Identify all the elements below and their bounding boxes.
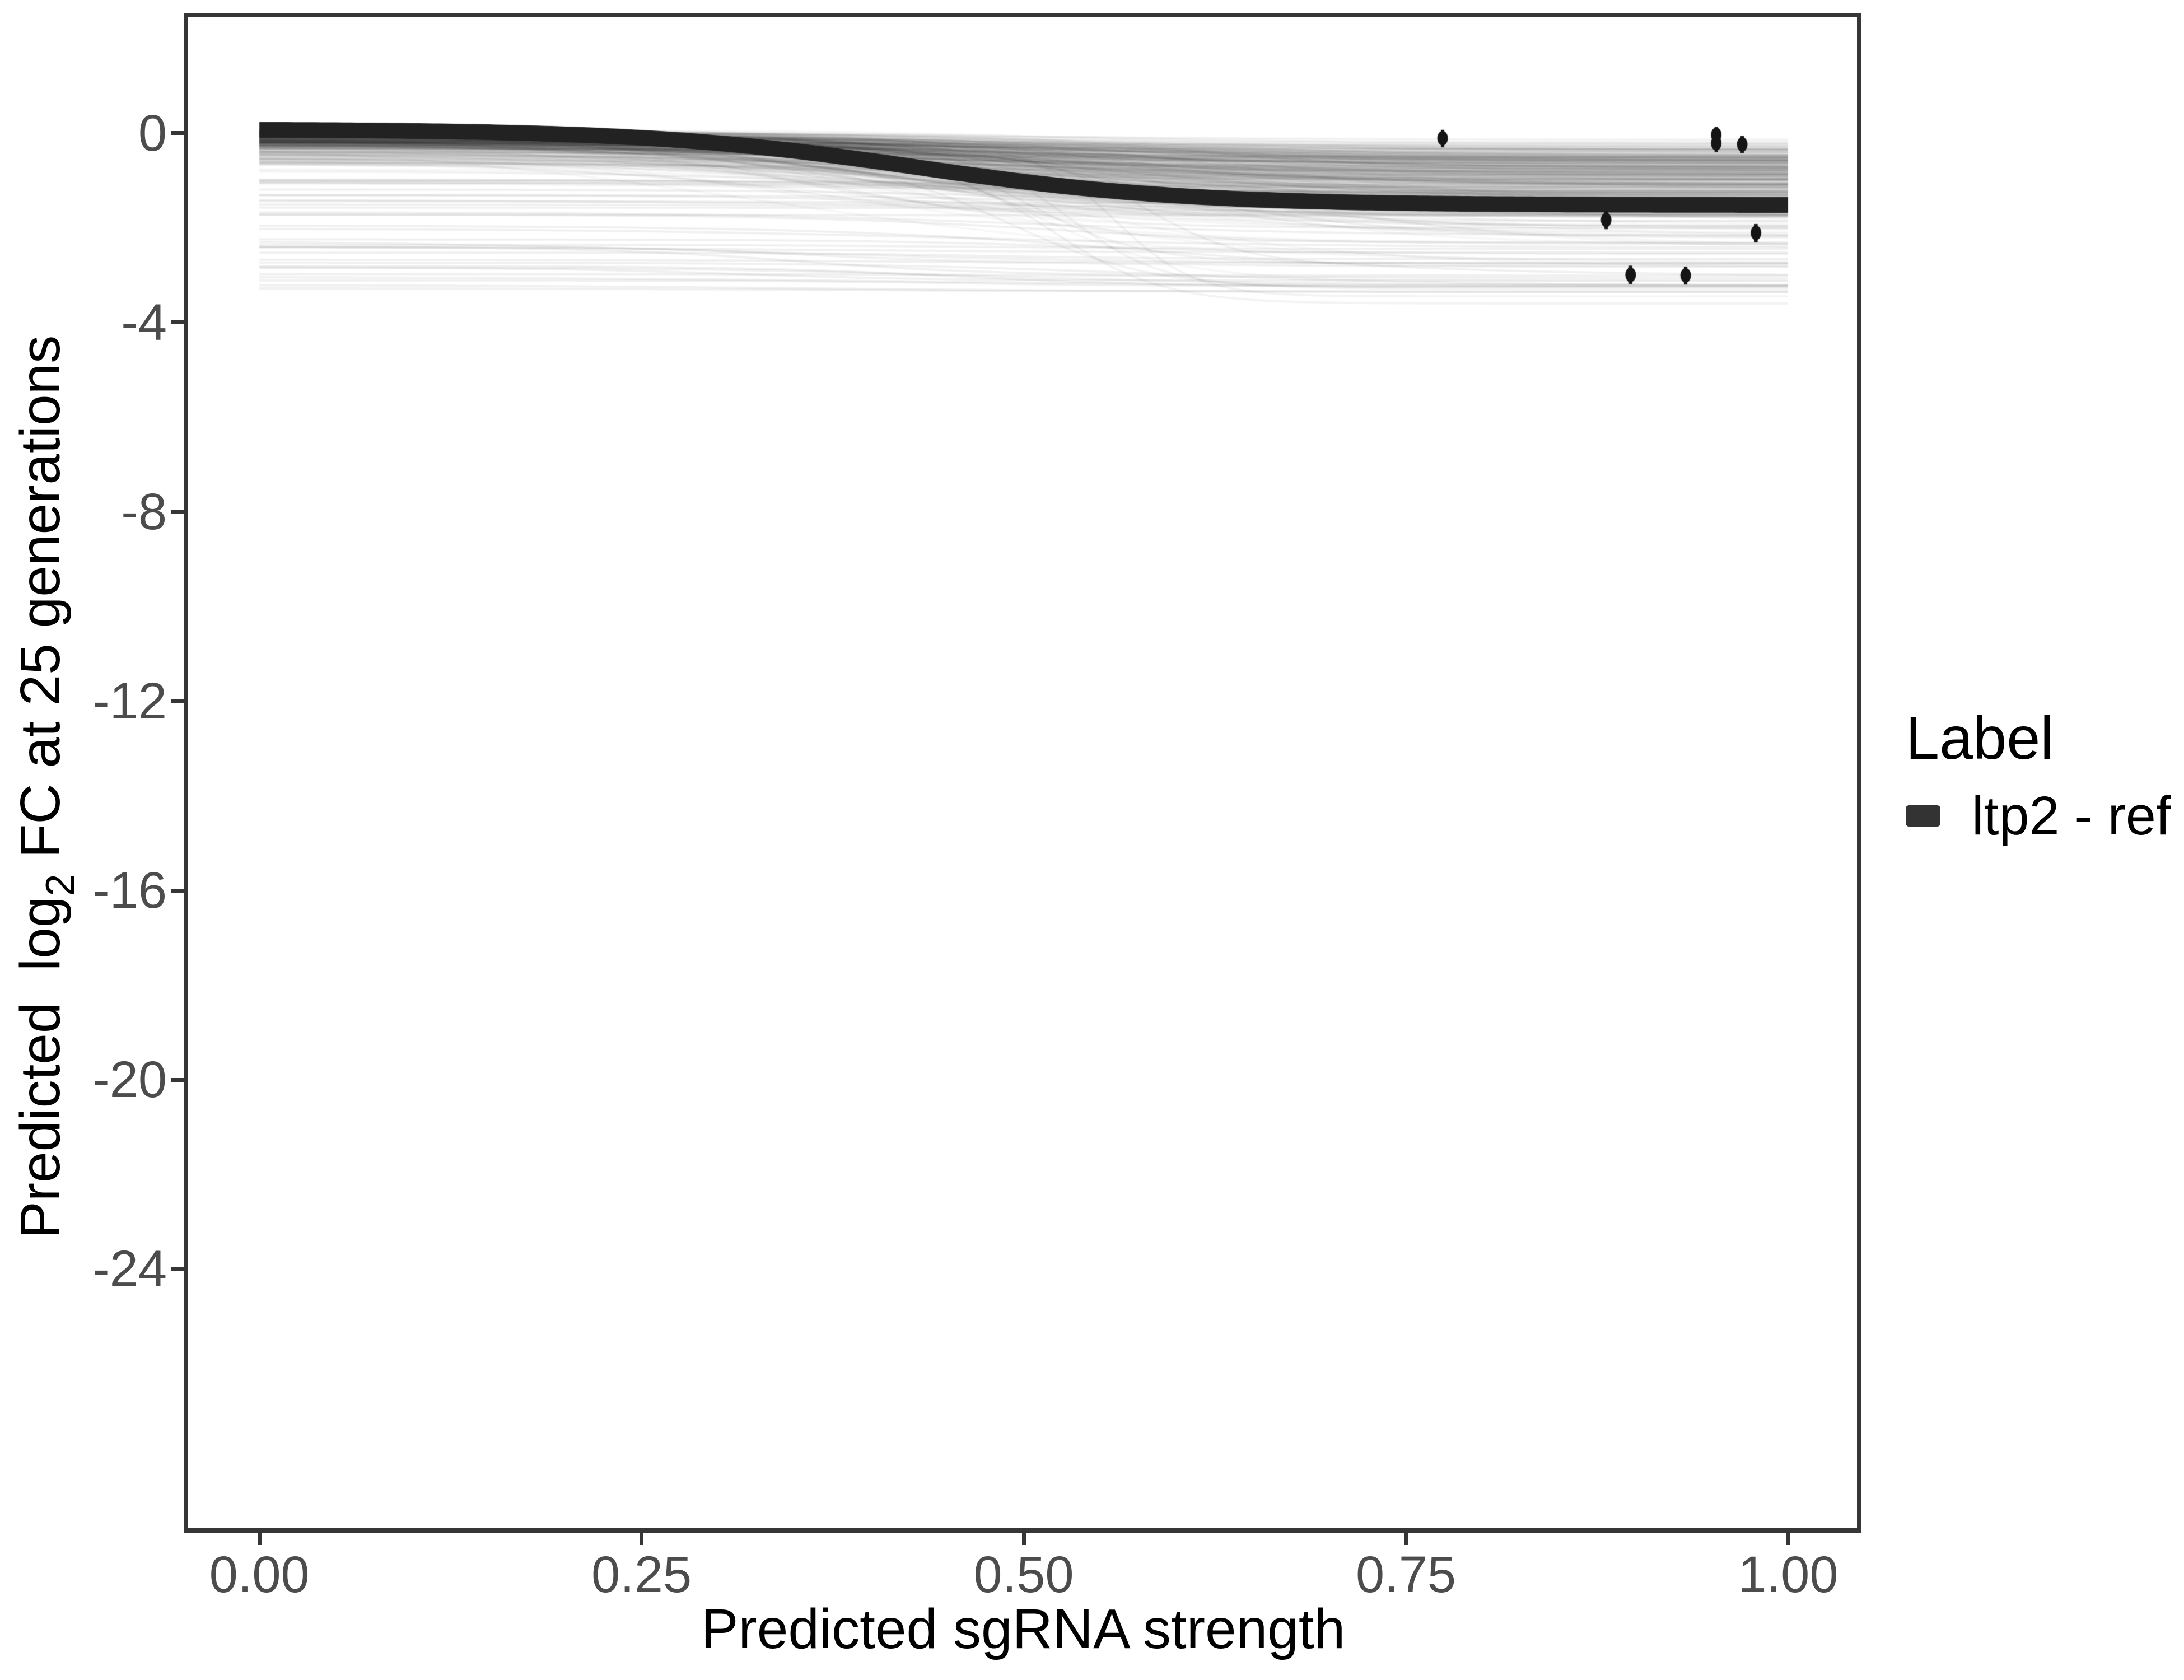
legend-item: ltp2 - ref (1906, 782, 2171, 850)
y-tick-mark (171, 1267, 184, 1271)
legend-item-label: ltp2 - ref (1972, 785, 2171, 846)
legend: Label ltp2 - ref (1906, 702, 2171, 850)
y-axis-title-subscript: 2 (38, 874, 83, 897)
y-tick-mark (171, 888, 184, 893)
x-axis-title: Predicted sgRNA strength (701, 1598, 1346, 1660)
y-tick-mark (171, 699, 184, 703)
y-tick-label: -8 (121, 483, 167, 540)
legend-title: Label (1906, 704, 2054, 772)
x-tick-label: 0.50 (973, 1546, 1074, 1603)
x-tick-label: 0.00 (209, 1546, 310, 1603)
y-tick-label: 0 (138, 104, 167, 162)
plot-panel-border (184, 13, 1861, 1533)
x-tick-mark (1021, 1533, 1026, 1545)
x-tick-label: 0.75 (1355, 1546, 1457, 1603)
y-tick-label: -4 (121, 293, 167, 351)
y-axis-title-suffix: FC at 25 generations (9, 335, 72, 874)
y-tick-mark (171, 320, 184, 325)
x-tick-mark (640, 1533, 644, 1545)
y-axis-title: Predicted log2 FC at 25 generations (4, 335, 83, 1239)
y-axis-title-prefix: Predicted log (9, 896, 72, 1239)
x-tick-mark (1404, 1533, 1408, 1545)
y-tick-label: -16 (92, 862, 167, 920)
y-tick-mark (171, 1077, 184, 1082)
y-tick-mark (171, 510, 184, 514)
y-tick-label: -12 (92, 672, 167, 730)
x-tick-mark (257, 1533, 262, 1545)
x-tick-label: 1.00 (1738, 1546, 1838, 1603)
x-tick-mark (1786, 1533, 1790, 1545)
y-tick-mark (171, 131, 184, 136)
legend-key-swatch (1906, 805, 1940, 827)
y-tick-label: -20 (92, 1051, 167, 1109)
y-tick-label: -24 (92, 1240, 167, 1298)
x-tick-label: 0.25 (591, 1546, 692, 1603)
